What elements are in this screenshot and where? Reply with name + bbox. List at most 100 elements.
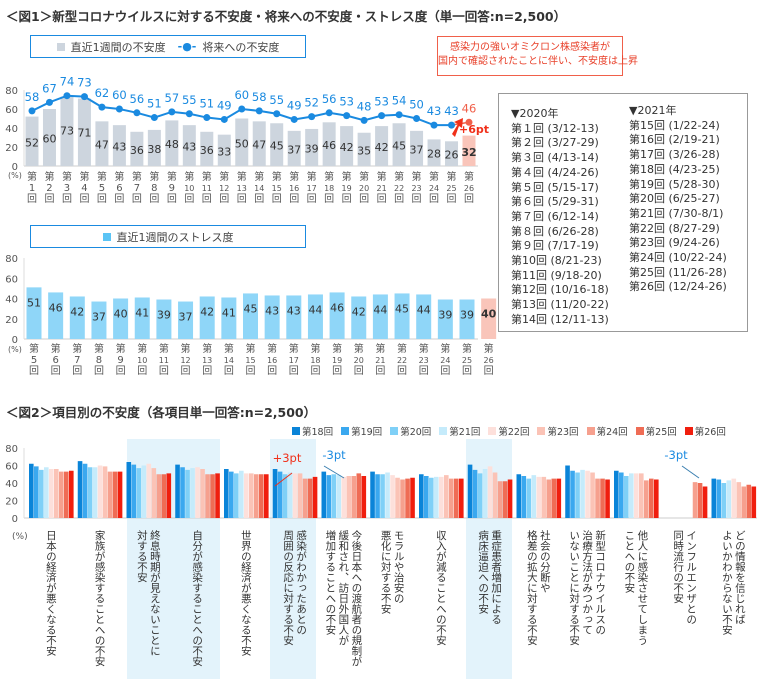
x-tick-label: 第	[359, 170, 369, 183]
x-tick-label: 回	[359, 193, 369, 205]
category-label: 世界の経済が悪くなる不安	[239, 530, 252, 656]
legend-line-swatch: -●-	[177, 40, 197, 53]
x-tick-label: 第	[440, 342, 450, 355]
data-label: 41	[135, 306, 149, 319]
data-label: 60	[42, 133, 56, 146]
bar	[444, 475, 449, 518]
x-tick-label: 25	[462, 356, 472, 365]
x-tick-label: 第	[114, 170, 124, 183]
bar	[590, 472, 595, 518]
survey-date-item: 第24回 (10/22-24)	[629, 251, 727, 265]
survey-date-item: 第22回 (8/27-29)	[629, 221, 720, 235]
x-tick-label: 第	[224, 342, 234, 355]
x-tick-label: 回	[51, 365, 61, 377]
x-tick-label: 4	[81, 183, 87, 194]
x-tick-label: 第	[79, 170, 89, 183]
bar	[234, 473, 239, 518]
category-label: 他人に感染させてしまう ことへの不安	[623, 530, 649, 646]
bar	[459, 478, 464, 518]
data-label: 43	[287, 304, 301, 317]
x-tick-label: 17	[307, 184, 317, 193]
annotation-arrow-icon	[323, 465, 345, 479]
bar	[741, 486, 747, 518]
data-label: 73	[60, 125, 74, 138]
bar	[166, 473, 172, 518]
x-tick-label: 10	[137, 356, 147, 365]
bar	[400, 479, 405, 518]
bar	[721, 483, 727, 518]
x-tick-label: 第	[51, 342, 61, 355]
line-point	[80, 93, 88, 101]
survey-date-item: 第25回 (11/26-28)	[629, 265, 727, 279]
bar	[151, 468, 157, 518]
data-label: 51	[27, 296, 41, 309]
bar	[654, 479, 659, 518]
line-data-label: 51	[199, 97, 214, 111]
x-tick-label: 18	[310, 356, 320, 365]
line-data-label: 43	[427, 104, 442, 118]
bar	[546, 479, 552, 518]
legend-swatch	[390, 427, 399, 435]
x-tick-label: 2	[46, 183, 52, 194]
legend-swatch	[635, 427, 644, 435]
bar	[287, 472, 293, 518]
x-tick-label: 6	[52, 355, 58, 366]
bar	[372, 294, 388, 339]
bar	[462, 135, 476, 166]
x-tick-label: 回	[132, 193, 142, 205]
data-label: 45	[244, 302, 258, 315]
x-tick-label: 回	[289, 193, 299, 205]
bar	[270, 123, 284, 166]
x-tick-label: 回	[181, 365, 191, 377]
line-data-label: 56	[322, 92, 337, 106]
bar	[565, 465, 570, 518]
bar	[305, 128, 319, 166]
bar	[25, 116, 39, 166]
y-tick-label: 20	[5, 143, 18, 154]
line-data-label: 53	[339, 95, 354, 109]
bar	[575, 472, 580, 518]
data-label: 41	[222, 306, 236, 319]
bar	[492, 472, 498, 518]
data-label: 42	[375, 141, 389, 154]
bar	[649, 478, 654, 518]
data-label: 37	[287, 143, 301, 156]
x-tick-label: 回	[310, 365, 320, 377]
bar	[217, 134, 231, 166]
bar	[614, 470, 619, 518]
category-label: 今後日本への渡航者の規制が 緩和され、訪日外国人が 増加することへの不安	[324, 530, 363, 667]
legend-label: 第26回	[694, 427, 726, 438]
line-data-label: 60	[112, 88, 127, 102]
bar	[259, 474, 264, 518]
line-data-label: 49	[217, 98, 232, 112]
x-tick-label: 第	[464, 170, 474, 183]
line-point	[203, 114, 211, 122]
x-tick-label: 8	[96, 355, 102, 366]
bar	[95, 121, 109, 166]
y-tick-label: 0	[12, 514, 18, 525]
bar	[481, 298, 497, 339]
x-tick-label: 8	[151, 183, 157, 194]
x-tick-label: 回	[397, 365, 407, 377]
line-point	[378, 112, 386, 120]
category-label: どの情報を信じれば よいかわからない不安	[720, 530, 746, 635]
x-tick-label: 17	[289, 356, 299, 365]
line-data-label: 67	[42, 81, 57, 95]
line-data-label: 74	[60, 75, 75, 89]
bar	[64, 471, 69, 518]
annotation-arrow-icon	[681, 465, 700, 479]
data-label: 42	[340, 141, 354, 154]
x-tick-label: 第	[419, 342, 429, 355]
bar	[69, 470, 74, 518]
x-tick-label: 第	[342, 170, 352, 183]
bar	[629, 473, 634, 518]
x-tick-label: 回	[254, 193, 264, 205]
line-point	[273, 110, 281, 118]
line-point	[255, 107, 263, 115]
x-tick-label: 6	[116, 183, 122, 194]
legend-label: 第23回	[547, 427, 579, 438]
bar	[410, 130, 424, 166]
bar	[182, 125, 196, 166]
data-label: 32	[461, 146, 476, 159]
